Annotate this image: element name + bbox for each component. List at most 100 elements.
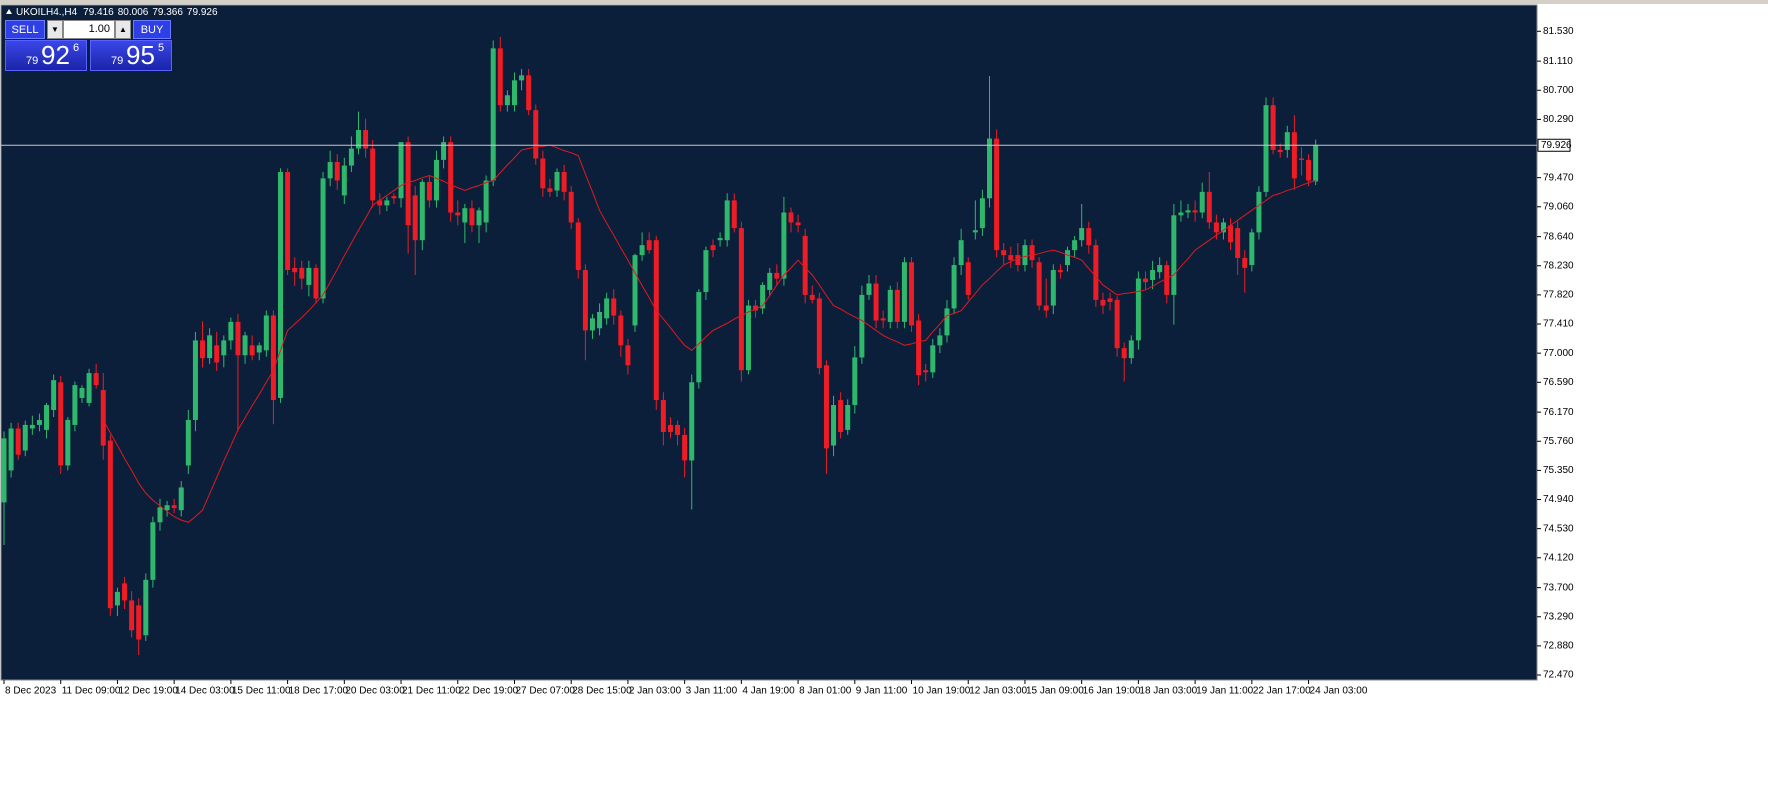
candle-body	[965, 262, 971, 295]
ask-price[interactable]: 79 95 5	[90, 40, 172, 71]
candle-body	[958, 240, 964, 266]
candle-body	[1079, 228, 1085, 241]
candle-body	[618, 315, 624, 346]
candle-body	[519, 75, 525, 81]
candle-body	[150, 522, 156, 580]
y-tick-label: 79.060	[1543, 201, 1574, 212]
candle-body	[8, 428, 14, 471]
candle-body	[738, 228, 744, 371]
candle-body	[1, 438, 7, 503]
x-tick-label: 22 Dec 19:00	[459, 686, 519, 697]
candle-body	[526, 75, 532, 111]
candle-body	[533, 110, 539, 159]
x-tick-label: 19 Jan 11:00	[1196, 686, 1254, 697]
candle-body	[214, 345, 220, 363]
candle-body	[1306, 159, 1312, 181]
candle-body	[873, 283, 879, 321]
x-tick-label: 12 Dec 19:00	[118, 686, 178, 697]
current-price-label: 79.926	[1541, 140, 1572, 151]
candle-body	[1043, 305, 1049, 311]
candle-body	[724, 200, 730, 241]
candle-body	[859, 294, 865, 358]
candle-body	[107, 440, 113, 609]
candle-body	[405, 142, 411, 226]
candle-body	[653, 240, 659, 401]
y-tick-label: 72.470	[1543, 670, 1574, 681]
candle-body	[398, 142, 404, 199]
candle-body	[1284, 132, 1290, 150]
candle-body	[972, 230, 978, 233]
lot-up[interactable]: ▲	[115, 20, 131, 39]
candle-body	[1065, 250, 1070, 266]
lot-input[interactable]: 1.00	[63, 20, 115, 39]
x-tick-label: 10 Jan 19:00	[913, 686, 971, 697]
y-tick-label: 76.590	[1543, 377, 1574, 388]
candle-body	[1192, 210, 1198, 213]
candle-body	[745, 305, 751, 371]
candle-body	[242, 335, 248, 356]
bid-main: 92	[41, 40, 70, 70]
candle-body	[689, 382, 695, 461]
candle-body	[1171, 215, 1177, 295]
candle-body	[646, 240, 652, 251]
candle-body	[292, 267, 298, 273]
candle-body	[356, 130, 361, 149]
candle-body	[490, 48, 496, 181]
candle-body	[455, 212, 461, 216]
candle-body	[171, 505, 177, 509]
x-tick-label: 9 Jan 11:00	[856, 686, 908, 697]
candle-body	[136, 605, 142, 640]
y-tick-label: 74.120	[1543, 552, 1574, 563]
candle-body	[44, 405, 50, 430]
candle-body	[320, 178, 326, 299]
candle-body	[937, 335, 943, 346]
candle-body	[483, 180, 489, 223]
candle-body	[1256, 191, 1262, 233]
candle-body	[717, 238, 723, 241]
y-tick-label: 80.700	[1543, 85, 1574, 96]
lot-down[interactable]: ▼	[47, 20, 63, 39]
candle-body	[256, 345, 262, 353]
candle-body	[15, 428, 21, 455]
collapse-icon[interactable]	[6, 9, 12, 14]
candle-body	[1036, 262, 1042, 306]
candle-body	[887, 289, 893, 322]
candle-body	[341, 165, 347, 196]
candle-body	[909, 262, 915, 326]
candle-body	[157, 507, 163, 523]
candle-body	[497, 48, 503, 106]
candle-body	[979, 198, 985, 229]
candle-body	[36, 419, 42, 425]
candle-body	[1185, 210, 1191, 213]
candle-body	[866, 283, 872, 295]
buy-button[interactable]: BUY	[133, 20, 171, 39]
candle-body	[476, 210, 482, 226]
candle-body	[1100, 299, 1106, 306]
header-close: 79.926	[187, 7, 218, 18]
candle-body	[1072, 240, 1078, 251]
candle-body	[568, 191, 574, 223]
candle-body	[802, 235, 808, 295]
candle-body	[114, 591, 120, 606]
candle-body	[951, 265, 957, 309]
candle-body	[426, 181, 432, 201]
candle-body	[419, 181, 425, 241]
y-tick-label: 81.110	[1543, 56, 1573, 67]
candle-body	[1150, 270, 1156, 280]
candle-body	[221, 340, 227, 356]
candle-body	[632, 255, 638, 326]
candle-body	[639, 245, 645, 256]
bid-price[interactable]: 79 92 6	[5, 40, 87, 71]
candle-body	[391, 196, 397, 199]
window-top-bar	[0, 0, 1768, 4]
chart-header: UKOILH4.,H4 79.416 80.006 79.366 79.926	[16, 7, 218, 18]
plot-background	[0, 4, 1538, 681]
candle-body	[1220, 222, 1226, 233]
candle-body	[143, 579, 149, 636]
candle-body	[923, 370, 929, 373]
sell-button[interactable]: SELL	[5, 20, 45, 39]
candle-body	[561, 171, 567, 192]
candle-body	[93, 373, 99, 386]
x-tick-label: 18 Dec 17:00	[289, 686, 349, 697]
candle-body	[51, 380, 57, 410]
